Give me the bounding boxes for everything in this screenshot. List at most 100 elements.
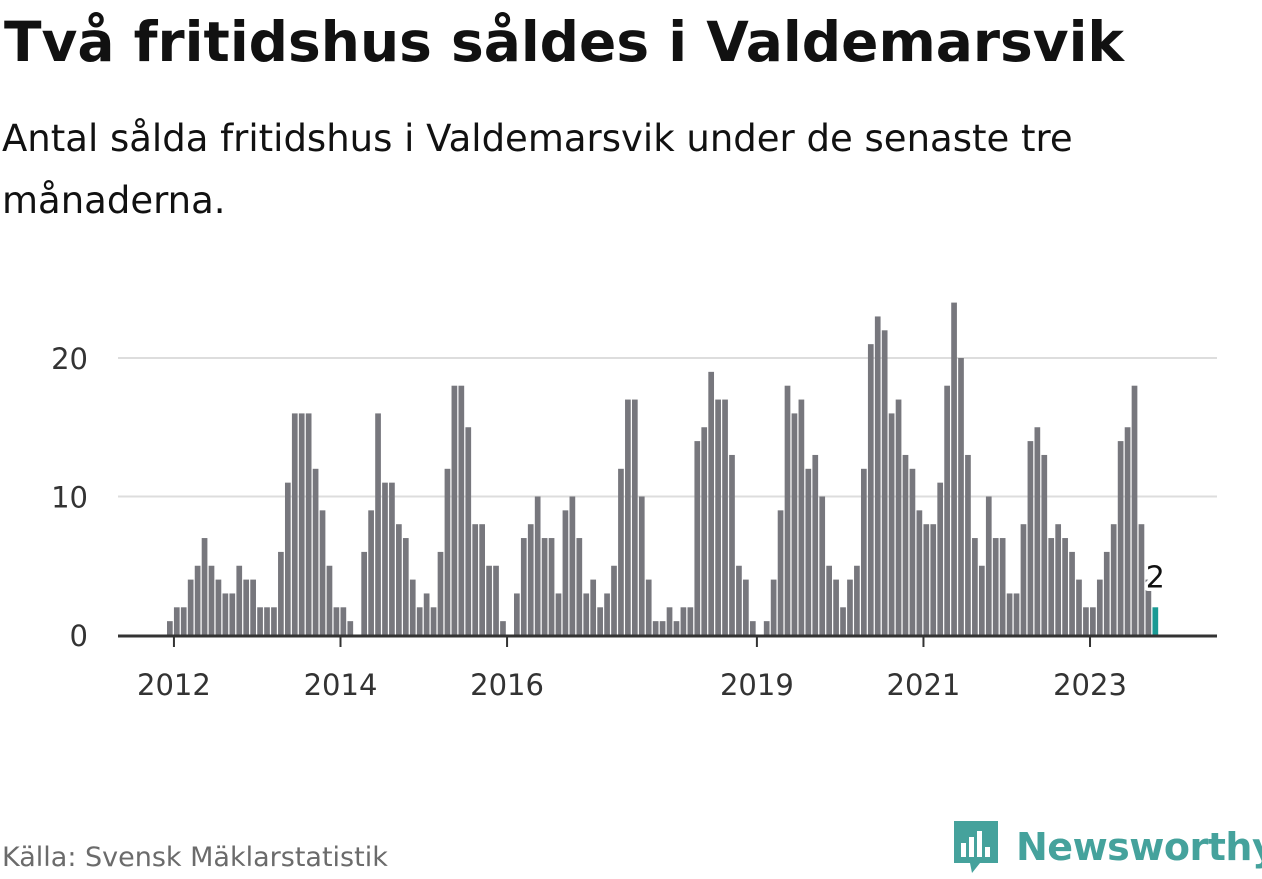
bar (1055, 524, 1062, 635)
bar (1013, 593, 1020, 635)
bar (791, 413, 798, 635)
bar (312, 468, 319, 635)
bar (1145, 579, 1152, 635)
bar (1006, 593, 1013, 635)
source-note: Källa: Svensk Mäklarstatistik (2, 842, 388, 873)
bar (500, 621, 506, 635)
bar (784, 385, 791, 635)
bar (722, 399, 728, 635)
bar (777, 510, 784, 635)
bar (854, 565, 860, 635)
bar (194, 565, 201, 635)
bar (180, 607, 187, 635)
bar (430, 607, 437, 635)
bar (187, 579, 194, 635)
bar (590, 579, 597, 635)
bar (278, 551, 284, 635)
bar (291, 413, 298, 635)
bar (1027, 441, 1034, 635)
bar (763, 621, 770, 635)
bar (215, 579, 222, 635)
bar (375, 413, 381, 635)
brand-name: Newsworthy (1016, 825, 1262, 869)
bar (805, 468, 812, 635)
bar (972, 538, 978, 635)
bar (437, 551, 444, 635)
bar (576, 538, 583, 635)
bar (673, 621, 680, 635)
bar (416, 607, 423, 635)
bar (645, 579, 652, 635)
bar (493, 565, 499, 635)
bar (236, 565, 243, 635)
bar (361, 551, 368, 635)
bar (729, 454, 735, 635)
gridlines (118, 357, 1217, 498)
bar (534, 496, 541, 635)
bar (1096, 579, 1103, 635)
bar (326, 565, 333, 635)
bar (847, 579, 853, 635)
bar (687, 607, 694, 635)
bar (222, 593, 229, 635)
bar (1138, 524, 1145, 635)
x-tick-label: 2012 (137, 668, 211, 702)
newsworthy-logo: Newsworthy (950, 817, 1262, 877)
bar (1041, 454, 1048, 635)
bar (895, 399, 902, 635)
bar (548, 538, 555, 635)
bar (1110, 524, 1117, 635)
bar (271, 607, 277, 635)
bar (520, 538, 527, 635)
bar (305, 413, 312, 635)
bar-chart-badge-icon (954, 821, 998, 873)
bar (1124, 427, 1131, 635)
bar (902, 454, 909, 635)
bar (167, 621, 173, 635)
bar (229, 593, 236, 635)
bar (618, 468, 624, 635)
bar (736, 565, 742, 635)
x-axis-ticks: 2012 2014 2016 2019 2021 2023 (137, 637, 1127, 702)
bar (319, 510, 326, 635)
y-tick-label: 20 (51, 342, 88, 376)
bar (1048, 538, 1055, 635)
bar (472, 524, 479, 635)
bar (569, 496, 576, 635)
bar (708, 371, 715, 635)
bar (340, 607, 347, 635)
bar (867, 344, 874, 635)
bar (333, 607, 340, 635)
bar (916, 510, 923, 635)
bar (264, 607, 270, 635)
bar (368, 510, 374, 635)
bar (638, 496, 645, 635)
bar (604, 593, 610, 635)
highlight-bar (1152, 607, 1159, 635)
bar (978, 565, 985, 635)
bar (583, 593, 590, 635)
bar (1076, 579, 1082, 635)
y-axis-labels: 0 10 20 (51, 342, 88, 653)
bar (833, 579, 839, 635)
bar (930, 524, 937, 635)
bar (715, 399, 721, 635)
bar (541, 538, 548, 635)
bar (826, 565, 832, 635)
bar (451, 385, 458, 635)
x-tick-label: 2021 (887, 668, 961, 702)
bar (173, 607, 180, 635)
bar (652, 621, 659, 635)
bar (812, 454, 819, 635)
bar (770, 579, 777, 635)
bar (881, 330, 888, 635)
highlight-value-label: 2 (1146, 560, 1165, 595)
bar (527, 524, 534, 635)
bar (1069, 551, 1075, 635)
bar (819, 496, 826, 635)
bar (479, 524, 485, 635)
bar (284, 482, 291, 635)
bar (486, 565, 492, 635)
bar (389, 482, 395, 635)
bar (1034, 427, 1041, 635)
